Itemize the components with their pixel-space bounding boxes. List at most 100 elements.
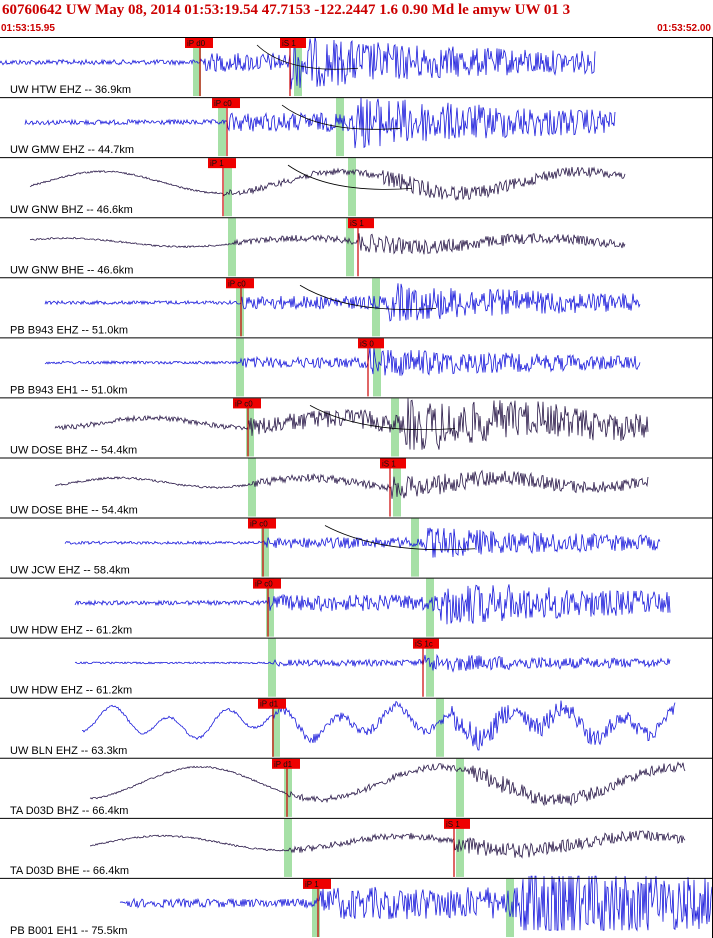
window-band <box>411 518 419 577</box>
window-band <box>284 758 292 817</box>
waveform <box>90 830 686 859</box>
station-label: UW DOSE BHZ -- 54.4km <box>10 444 137 456</box>
window-band <box>346 218 354 277</box>
window-band <box>236 278 244 337</box>
s-pick-box[interactable] <box>413 638 439 649</box>
trace-row: iS 1 UW DOSE BHE -- 54.4km <box>0 457 713 517</box>
s-pick-label: iS 1 <box>446 820 460 829</box>
waveform <box>29 166 626 201</box>
window-band <box>224 158 232 217</box>
time-end: 01:53:52.00 <box>657 23 711 34</box>
waveform <box>0 37 596 90</box>
p-pick-box[interactable] <box>272 758 300 769</box>
arrival-curve <box>287 164 413 190</box>
p-pick-label: iP d0 <box>187 39 206 48</box>
trace-row: iP d1 UW BLN EHZ -- 63.3km <box>0 697 713 757</box>
trace-row: iP 1 PB B001 EH1 -- 75.5km <box>0 875 713 937</box>
window-band <box>218 98 226 157</box>
trace-row: iP c0 UW GMW EHZ -- 44.7km <box>0 97 713 157</box>
p-pick-box[interactable] <box>248 518 276 529</box>
p-pick-box[interactable] <box>212 98 240 109</box>
p-pick-box[interactable] <box>253 578 281 589</box>
station-label: UW GMW EHZ -- 44.7km <box>10 144 134 156</box>
station-label: UW GNW BHE -- 46.6km <box>10 264 133 276</box>
p-pick-box[interactable] <box>185 38 213 48</box>
window-band <box>261 518 269 577</box>
seismogram-panel: iP d0 iS 1 UW HTW EHZ -- 36.9km iP c0 UW GMW… <box>0 37 713 938</box>
p-pick-label: iP 1 <box>305 880 319 889</box>
s-pick-label: iS 1 <box>350 219 364 228</box>
p-pick-label: iP c0 <box>214 99 232 108</box>
window-band <box>193 38 201 97</box>
time-start: 01:53:15.95 <box>1 23 55 34</box>
waveform <box>74 584 671 625</box>
trace-row: iP c0 PB B943 EHZ -- 51.0km <box>0 277 713 337</box>
station-label: UW GNW BHZ -- 46.6km <box>10 204 133 216</box>
waveform <box>81 700 676 751</box>
window-band <box>426 638 434 697</box>
event-title: 60760642 UW May 08, 2014 01:53:19.54 47.… <box>2 2 571 18</box>
trace-row: iS 0 PB B943 EH1 -- 51.0km <box>0 337 713 397</box>
waveform <box>54 469 649 499</box>
waveform <box>74 653 671 673</box>
trace-row: iS 1 UW GNW BHE -- 46.6km <box>0 217 713 277</box>
station-label: TA D03D BHE -- 66.4km <box>10 865 129 877</box>
waveform <box>119 875 713 932</box>
p-pick-label: iP c0 <box>228 279 246 288</box>
window-band <box>284 818 292 877</box>
p-pick-label: iP 1 <box>210 159 224 168</box>
trace-row: iP c0 UW HDW EHZ -- 61.2km <box>0 577 713 637</box>
p-pick-label: iP c0 <box>255 580 273 589</box>
station-label: TA D03D BHZ -- 66.4km <box>10 805 128 817</box>
trace-row: iS 1 TA D03D BHE -- 66.4km <box>0 817 713 877</box>
station-label: PB B943 EH1 -- 51.0km <box>10 384 127 396</box>
window-band <box>426 578 434 637</box>
p-pick-box[interactable] <box>303 878 331 889</box>
station-label: PB B943 EHZ -- 51.0km <box>10 324 128 336</box>
window-band <box>248 458 256 517</box>
p-pick-label: iP d1 <box>260 700 279 709</box>
waveform <box>24 97 616 149</box>
arrival-curve <box>324 525 476 551</box>
trace-row: iP d0 iS 1 UW HTW EHZ -- 36.9km <box>0 37 713 97</box>
window-band <box>272 698 280 757</box>
waveform <box>64 527 661 558</box>
s-pick-box[interactable] <box>358 338 384 349</box>
trace-row: iP d1 TA D03D BHZ -- 66.4km <box>0 757 713 817</box>
s-pick-box[interactable] <box>280 38 306 48</box>
station-label: UW HDW EHZ -- 61.2km <box>10 685 132 697</box>
s-pick-label: iS 1 <box>282 39 296 48</box>
s-pick-box[interactable] <box>444 818 470 829</box>
station-label: UW JCW EHZ -- 58.4km <box>10 565 130 577</box>
s-pick-label: iS 1 <box>382 459 396 468</box>
header: 60760642 UW May 08, 2014 01:53:19.54 47.… <box>0 0 713 37</box>
s-pick-label: iS 0 <box>360 339 374 348</box>
waveform <box>29 233 626 255</box>
arrival-curve <box>309 405 456 431</box>
station-label: UW HTW EHZ -- 36.9km <box>10 84 131 96</box>
window-band <box>436 698 444 757</box>
window-band <box>506 878 514 937</box>
window-band <box>393 458 401 517</box>
p-pick-box[interactable] <box>258 698 286 709</box>
s-pick-box[interactable] <box>348 218 374 229</box>
arrival-curve <box>256 44 359 70</box>
window-band <box>228 218 236 277</box>
trace-row: iP c0 UW DOSE BHZ -- 54.4km <box>0 397 713 457</box>
p-pick-label: iP d1 <box>274 760 293 769</box>
s-pick-label: iS 1c <box>415 640 433 649</box>
trace-row: iS 1c UW HDW EHZ -- 61.2km <box>0 637 713 697</box>
window-band <box>456 818 464 877</box>
p-pick-box[interactable] <box>208 158 236 169</box>
arrival-curve <box>281 104 401 130</box>
station-label: UW DOSE BHE -- 54.4km <box>10 505 138 517</box>
window-band <box>312 878 320 937</box>
p-pick-box[interactable] <box>226 278 254 289</box>
trace-row: iP 1 UW GNW BHZ -- 46.6km <box>0 157 713 217</box>
s-pick-box[interactable] <box>380 458 406 469</box>
window-band <box>268 638 276 697</box>
trace-row: iP c0 UW JCW EHZ -- 58.4km <box>0 517 713 577</box>
p-pick-label: iP c0 <box>250 520 268 529</box>
window-band <box>456 758 464 817</box>
p-pick-box[interactable] <box>233 398 261 409</box>
